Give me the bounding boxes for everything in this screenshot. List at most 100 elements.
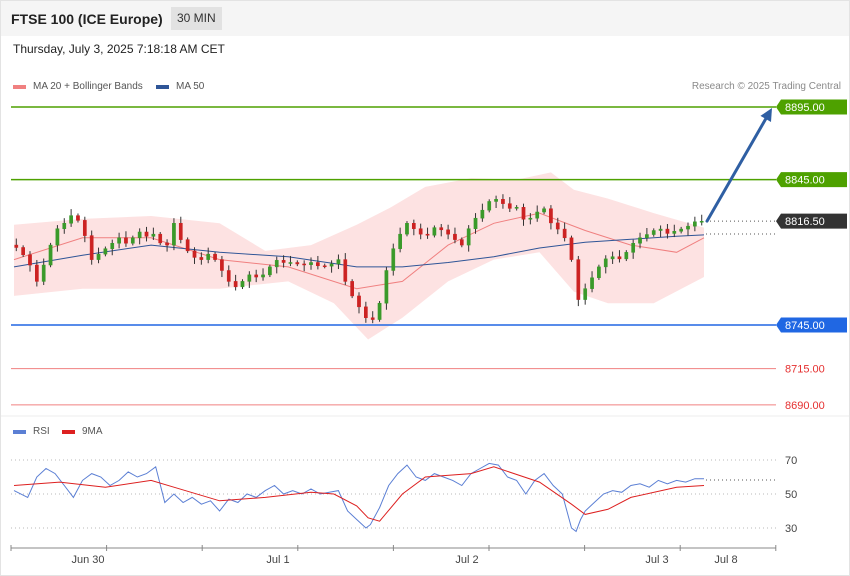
candle-body bbox=[124, 237, 128, 244]
candle-body bbox=[110, 243, 115, 249]
candle-body bbox=[576, 259, 581, 300]
candle-body bbox=[453, 233, 457, 240]
candle bbox=[117, 232, 121, 249]
candle-body bbox=[55, 228, 60, 246]
candle-body bbox=[329, 263, 334, 267]
candle bbox=[542, 206, 546, 215]
candle-body bbox=[96, 253, 101, 260]
candle bbox=[240, 279, 245, 290]
candle-body bbox=[590, 277, 594, 289]
candle bbox=[645, 227, 649, 242]
x-tick-label: Jul 2 bbox=[455, 554, 478, 566]
candle bbox=[268, 264, 272, 278]
candle bbox=[590, 271, 594, 293]
candle-body bbox=[268, 266, 272, 276]
x-tick-label: Jul 3 bbox=[645, 554, 668, 566]
candle bbox=[597, 264, 601, 280]
bollinger-band-area bbox=[14, 172, 704, 340]
rsi-series-9ma bbox=[13, 466, 705, 522]
candle bbox=[336, 254, 341, 270]
candle-body bbox=[151, 233, 156, 237]
candle-body bbox=[261, 274, 265, 278]
candle-body bbox=[117, 237, 121, 244]
candle-body bbox=[487, 201, 492, 211]
candle bbox=[343, 253, 348, 286]
candle-body bbox=[631, 243, 636, 253]
candle bbox=[48, 242, 53, 268]
candle bbox=[562, 222, 567, 242]
candle-body bbox=[521, 207, 526, 220]
candle-body bbox=[336, 259, 341, 265]
legend-label-ma20: MA 20 + Bollinger Bands bbox=[33, 81, 143, 92]
rsi-tick-label: 50 bbox=[785, 489, 797, 501]
candle bbox=[178, 216, 183, 244]
price-tag-bg bbox=[776, 99, 847, 115]
candle bbox=[261, 268, 265, 281]
candle bbox=[405, 221, 409, 237]
candle bbox=[699, 214, 704, 226]
candle bbox=[384, 266, 389, 310]
candle bbox=[658, 225, 663, 238]
candle-body bbox=[295, 262, 300, 265]
candle bbox=[521, 203, 526, 226]
candle-body bbox=[281, 260, 286, 263]
candle-body bbox=[405, 223, 409, 235]
ma20-line bbox=[13, 212, 705, 290]
legend-rsi: RSI bbox=[13, 426, 50, 437]
price-tag-label: 8690.00 bbox=[785, 400, 825, 412]
candle-body bbox=[528, 217, 533, 220]
timestamp: Thursday, July 3, 2025 7:18:18 AM CET bbox=[13, 42, 225, 56]
moving-averages-layer bbox=[13, 212, 705, 290]
candle bbox=[185, 237, 190, 254]
candle-body bbox=[699, 221, 704, 223]
candle bbox=[137, 228, 142, 245]
price-tags-layer: 8895.00 8845.00 8816.50 8745.00 8715.00 8690.… bbox=[776, 99, 847, 412]
candle-body bbox=[439, 227, 444, 231]
candle bbox=[693, 216, 697, 232]
candle bbox=[288, 255, 293, 267]
candle-body bbox=[34, 264, 39, 282]
timeframe-badge[interactable]: 30 MIN bbox=[171, 7, 222, 30]
candle bbox=[357, 292, 361, 314]
candle bbox=[110, 239, 115, 256]
candle bbox=[651, 228, 656, 237]
price-tag-pivot: 8745.00 bbox=[776, 317, 847, 333]
legend-label-9ma: 9MA bbox=[82, 426, 103, 437]
candle-body bbox=[446, 229, 450, 235]
candle bbox=[89, 230, 94, 265]
candle bbox=[34, 259, 39, 287]
price-tag-support: 8715.00 bbox=[785, 364, 825, 376]
candle bbox=[233, 274, 238, 291]
candle bbox=[439, 223, 444, 237]
candle-body bbox=[137, 231, 142, 239]
candle-body bbox=[226, 270, 231, 282]
candle bbox=[28, 251, 32, 272]
price-tag-bg bbox=[776, 317, 847, 333]
header-bar bbox=[1, 1, 849, 36]
candle-body bbox=[624, 252, 629, 260]
x-tick-label: Jun 30 bbox=[71, 554, 104, 566]
candle-body bbox=[377, 302, 382, 320]
legend-ma20-bollinger: MA 20 + Bollinger Bands bbox=[13, 81, 143, 92]
candle bbox=[165, 239, 169, 252]
candle bbox=[494, 195, 498, 209]
instrument-title: FTSE 100 (ICE Europe) bbox=[11, 11, 163, 27]
candle bbox=[473, 213, 478, 234]
price-tag-current: 8816.50 bbox=[776, 213, 847, 229]
price-tag-label: 8745.00 bbox=[785, 320, 825, 332]
candle-body bbox=[254, 274, 259, 278]
candle-body bbox=[569, 237, 574, 260]
candle-body bbox=[41, 264, 46, 282]
price-tag-label: 8895.00 bbox=[785, 102, 825, 114]
candle bbox=[213, 251, 217, 262]
candle-body bbox=[302, 263, 307, 266]
candle bbox=[226, 265, 231, 287]
candle bbox=[638, 232, 642, 249]
x-tick-label: Jul 8 bbox=[714, 554, 737, 566]
legend-ma50: MA 50 bbox=[156, 81, 204, 92]
candle bbox=[21, 245, 25, 257]
candle bbox=[555, 217, 560, 235]
candle-body bbox=[350, 281, 354, 297]
candle bbox=[453, 227, 457, 244]
